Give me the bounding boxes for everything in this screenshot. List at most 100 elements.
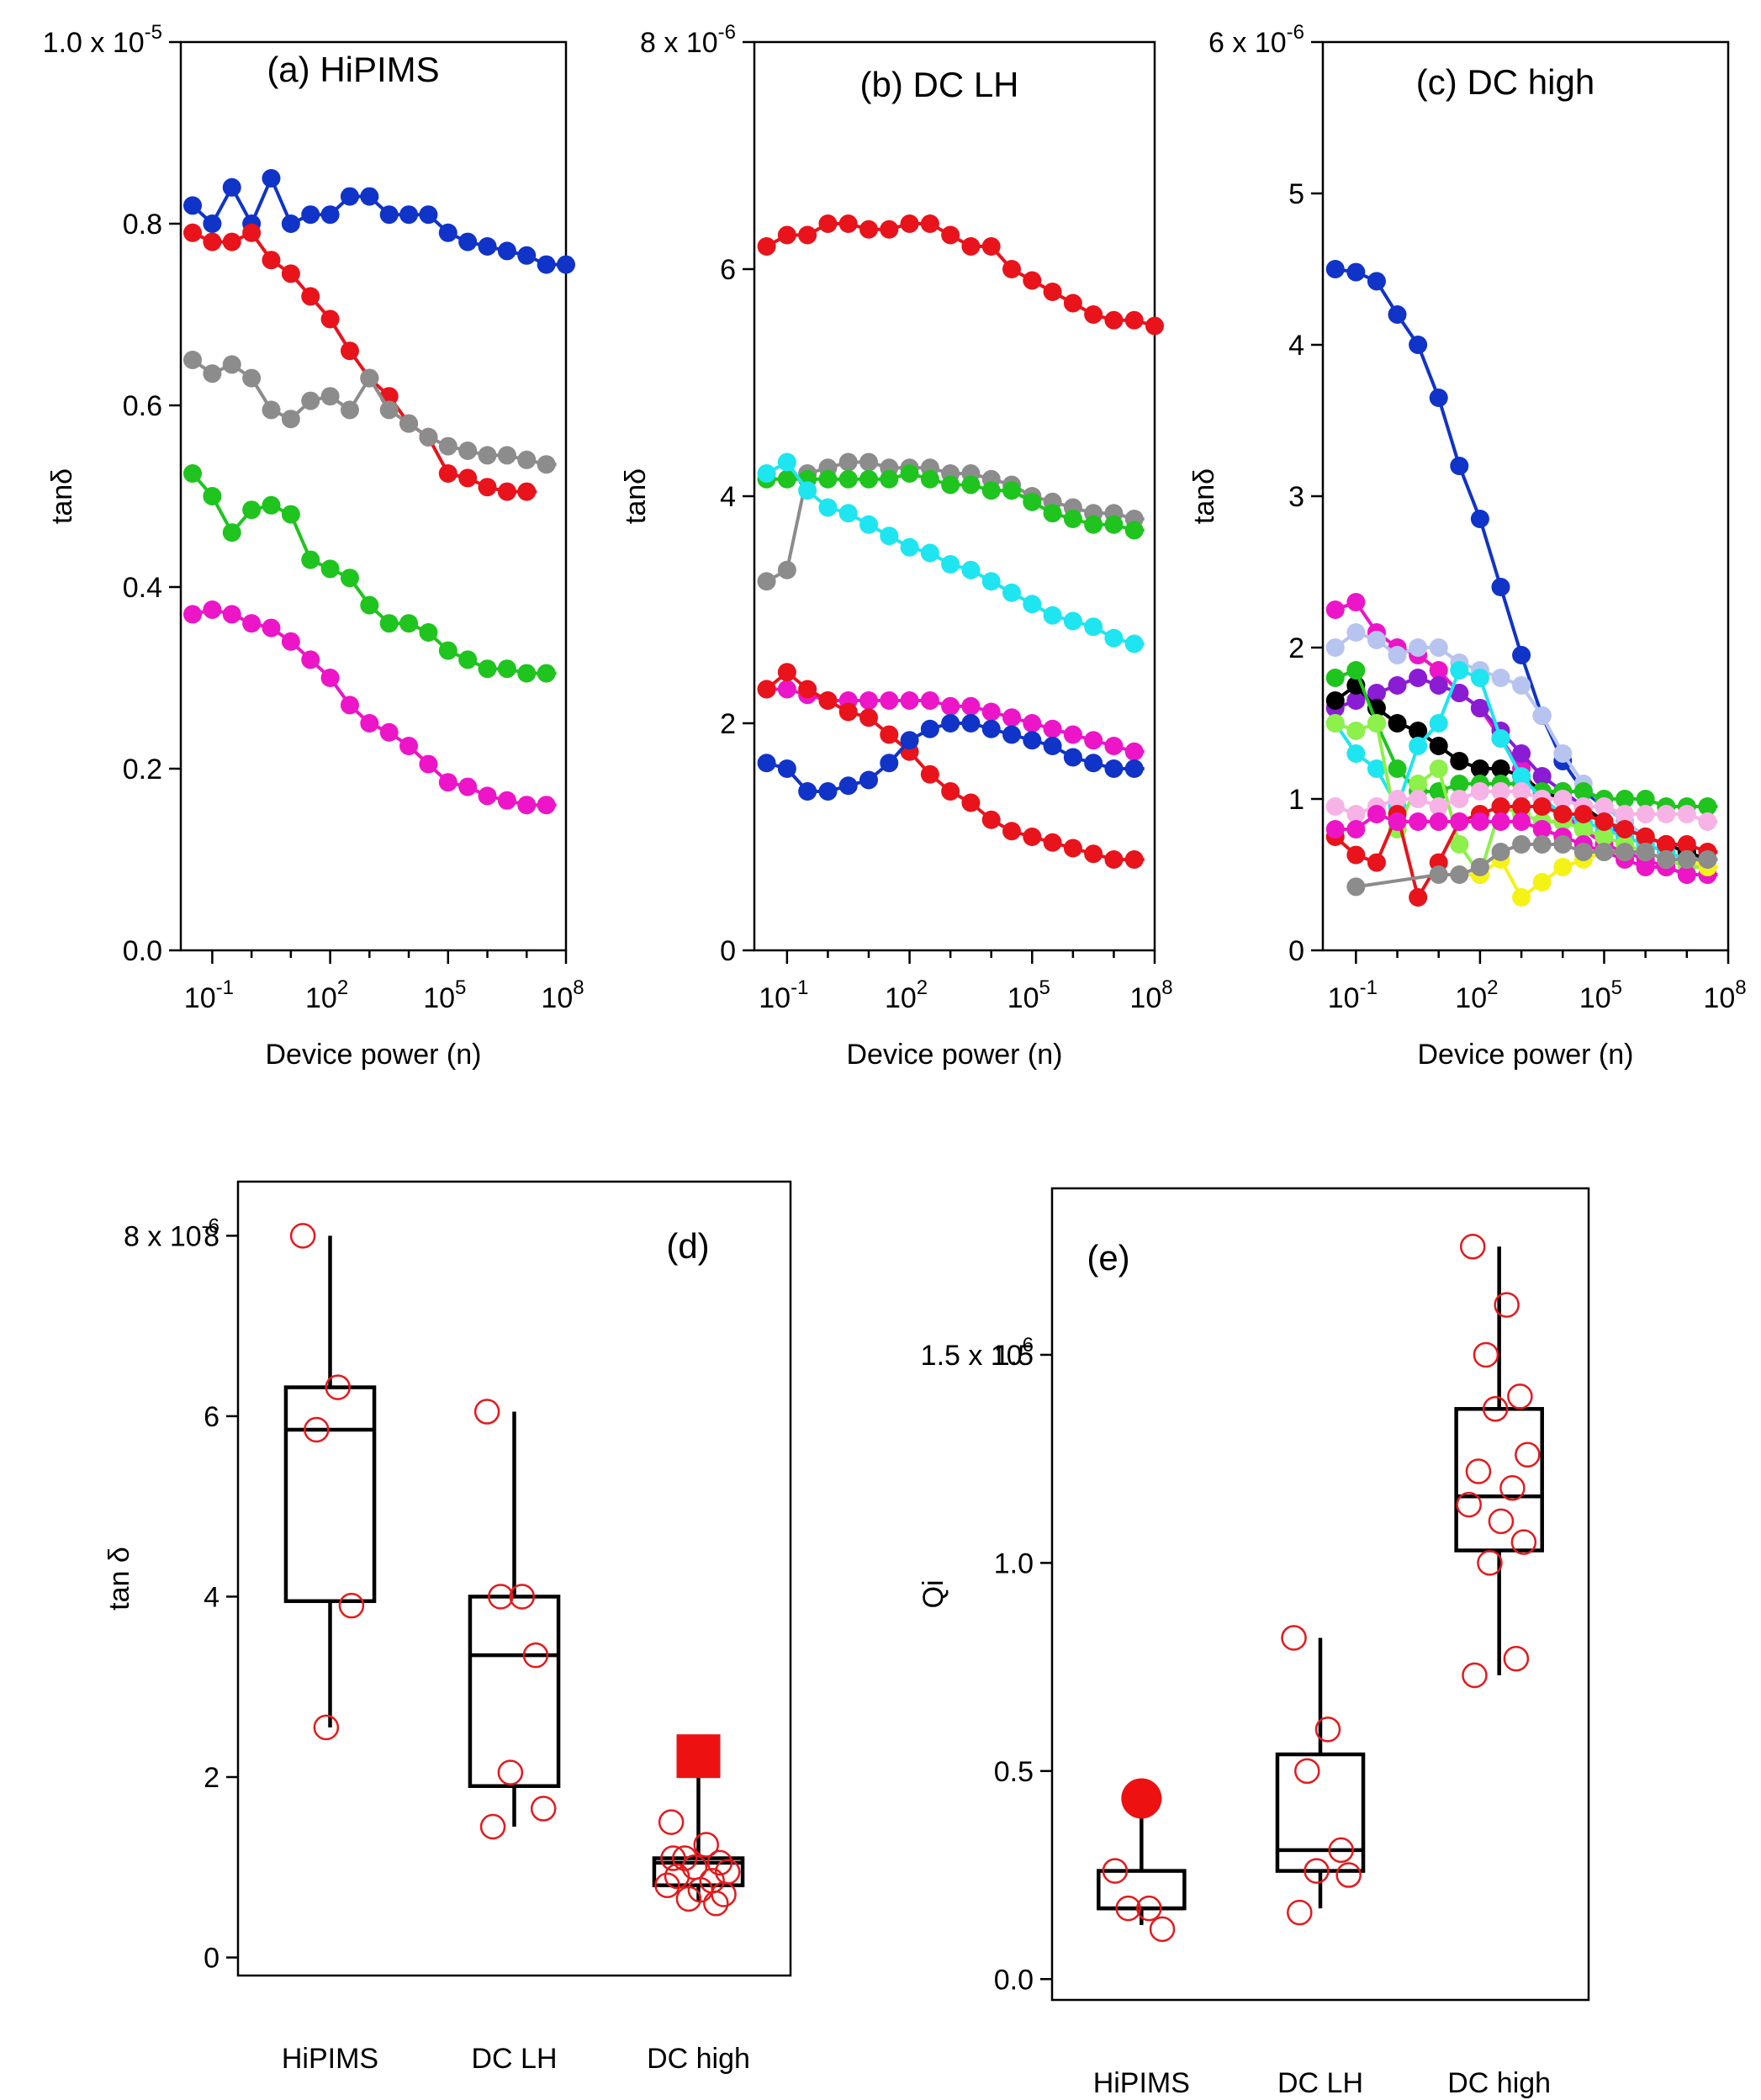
data-point — [920, 764, 939, 784]
data-point — [281, 505, 300, 524]
data-point — [340, 187, 359, 206]
data-point — [1465, 1458, 1492, 1484]
data-point — [757, 464, 776, 483]
data-point — [242, 223, 262, 242]
data-point — [1409, 812, 1428, 831]
y-axis-title: tanδ — [1188, 468, 1220, 524]
iqr-box — [1454, 1407, 1544, 1553]
series-cyan — [757, 452, 1145, 653]
data-point — [1063, 611, 1082, 631]
data-point — [203, 364, 222, 384]
x-tick-label: 102 — [305, 976, 348, 1014]
data-point — [1388, 714, 1407, 733]
data-point — [281, 632, 300, 651]
data-point — [672, 1845, 698, 1871]
data-point — [880, 725, 899, 744]
data-point — [320, 669, 340, 687]
x-tick-label-exponent: 2 — [917, 976, 928, 999]
iqr-box — [468, 1595, 561, 1788]
x-tick-label-exponent: 5 — [1611, 976, 1622, 999]
data-point — [1136, 1895, 1162, 1922]
data-point — [1429, 797, 1448, 816]
data-point — [1102, 1858, 1129, 1884]
data-point — [1084, 617, 1103, 637]
data-point — [509, 1584, 536, 1610]
data-point — [262, 169, 281, 188]
data-point — [1346, 691, 1366, 710]
data-point — [1346, 744, 1366, 763]
data-point — [1124, 742, 1144, 761]
data-point — [1388, 812, 1407, 831]
data-point — [1063, 510, 1082, 528]
y-multiplier-label-base: 8 x 10 — [640, 27, 718, 59]
data-point — [281, 264, 300, 283]
data-point — [1470, 759, 1489, 778]
data-point — [458, 232, 478, 251]
data-point — [360, 368, 379, 388]
data-point — [1325, 638, 1345, 657]
data-point — [798, 481, 817, 500]
data-point — [1512, 676, 1531, 695]
data-point — [880, 469, 899, 489]
data-point — [1491, 797, 1510, 816]
iqr-box — [283, 1385, 377, 1604]
data-point — [1281, 1625, 1307, 1651]
x-axis-title: Device power (n) — [1418, 1039, 1634, 1071]
data-point — [478, 446, 497, 465]
data-point — [859, 770, 878, 790]
panel-title: (a) HiPIMS — [267, 50, 439, 89]
data-point — [473, 1399, 500, 1425]
data-point — [1512, 782, 1531, 801]
data-point — [658, 1809, 685, 1835]
data-point — [1409, 638, 1428, 657]
data-point — [301, 287, 320, 306]
data-point — [1573, 820, 1593, 838]
y-multiplier-label-exponent: -5 — [145, 21, 162, 44]
data-point — [1002, 725, 1021, 744]
x-tick-label-base: 10 — [541, 982, 573, 1014]
data-point — [1084, 754, 1103, 773]
data-point — [1388, 646, 1407, 664]
data-point — [222, 605, 241, 624]
data-point — [1388, 676, 1407, 695]
data-point — [1346, 877, 1366, 897]
iqr-box — [1097, 1869, 1187, 1911]
data-point — [1043, 833, 1062, 852]
data-point — [262, 400, 281, 420]
data-point — [981, 702, 1001, 722]
data-point — [497, 482, 516, 501]
x-tick-label-base: 10 — [423, 982, 455, 1014]
data-point — [517, 664, 537, 683]
data-point — [1084, 515, 1103, 534]
data-point — [1450, 775, 1469, 793]
iqr-box — [1275, 1752, 1366, 1873]
data-point — [419, 623, 438, 642]
data-point — [961, 793, 981, 812]
series-line — [1356, 843, 1718, 889]
data-point — [941, 714, 960, 733]
data-point — [438, 223, 457, 242]
data-point — [1450, 684, 1469, 702]
data-point — [1499, 1475, 1526, 1501]
data-point — [1510, 1529, 1537, 1555]
y-tick-label: 0.6 — [123, 390, 162, 422]
outlier-marker — [1121, 1778, 1162, 1819]
data-point — [1456, 1491, 1482, 1518]
data-point — [1325, 600, 1345, 619]
data-point — [537, 255, 556, 274]
data-point — [1084, 844, 1103, 864]
data-point — [479, 1813, 506, 1840]
data-point — [675, 1886, 702, 1912]
data-point — [320, 387, 340, 406]
data-point — [941, 225, 960, 245]
data-point — [1677, 835, 1696, 854]
data-point — [1002, 583, 1021, 602]
y-tick-label: 0 — [1288, 935, 1304, 967]
y-multiplier-label-base: 8 x 10 — [124, 1220, 202, 1252]
y-tick-label: 3 — [1288, 481, 1304, 513]
data-point — [941, 782, 960, 801]
data-point — [1450, 835, 1469, 854]
data-point — [1346, 820, 1366, 838]
data-point — [1104, 628, 1124, 648]
data-point — [1002, 481, 1021, 500]
